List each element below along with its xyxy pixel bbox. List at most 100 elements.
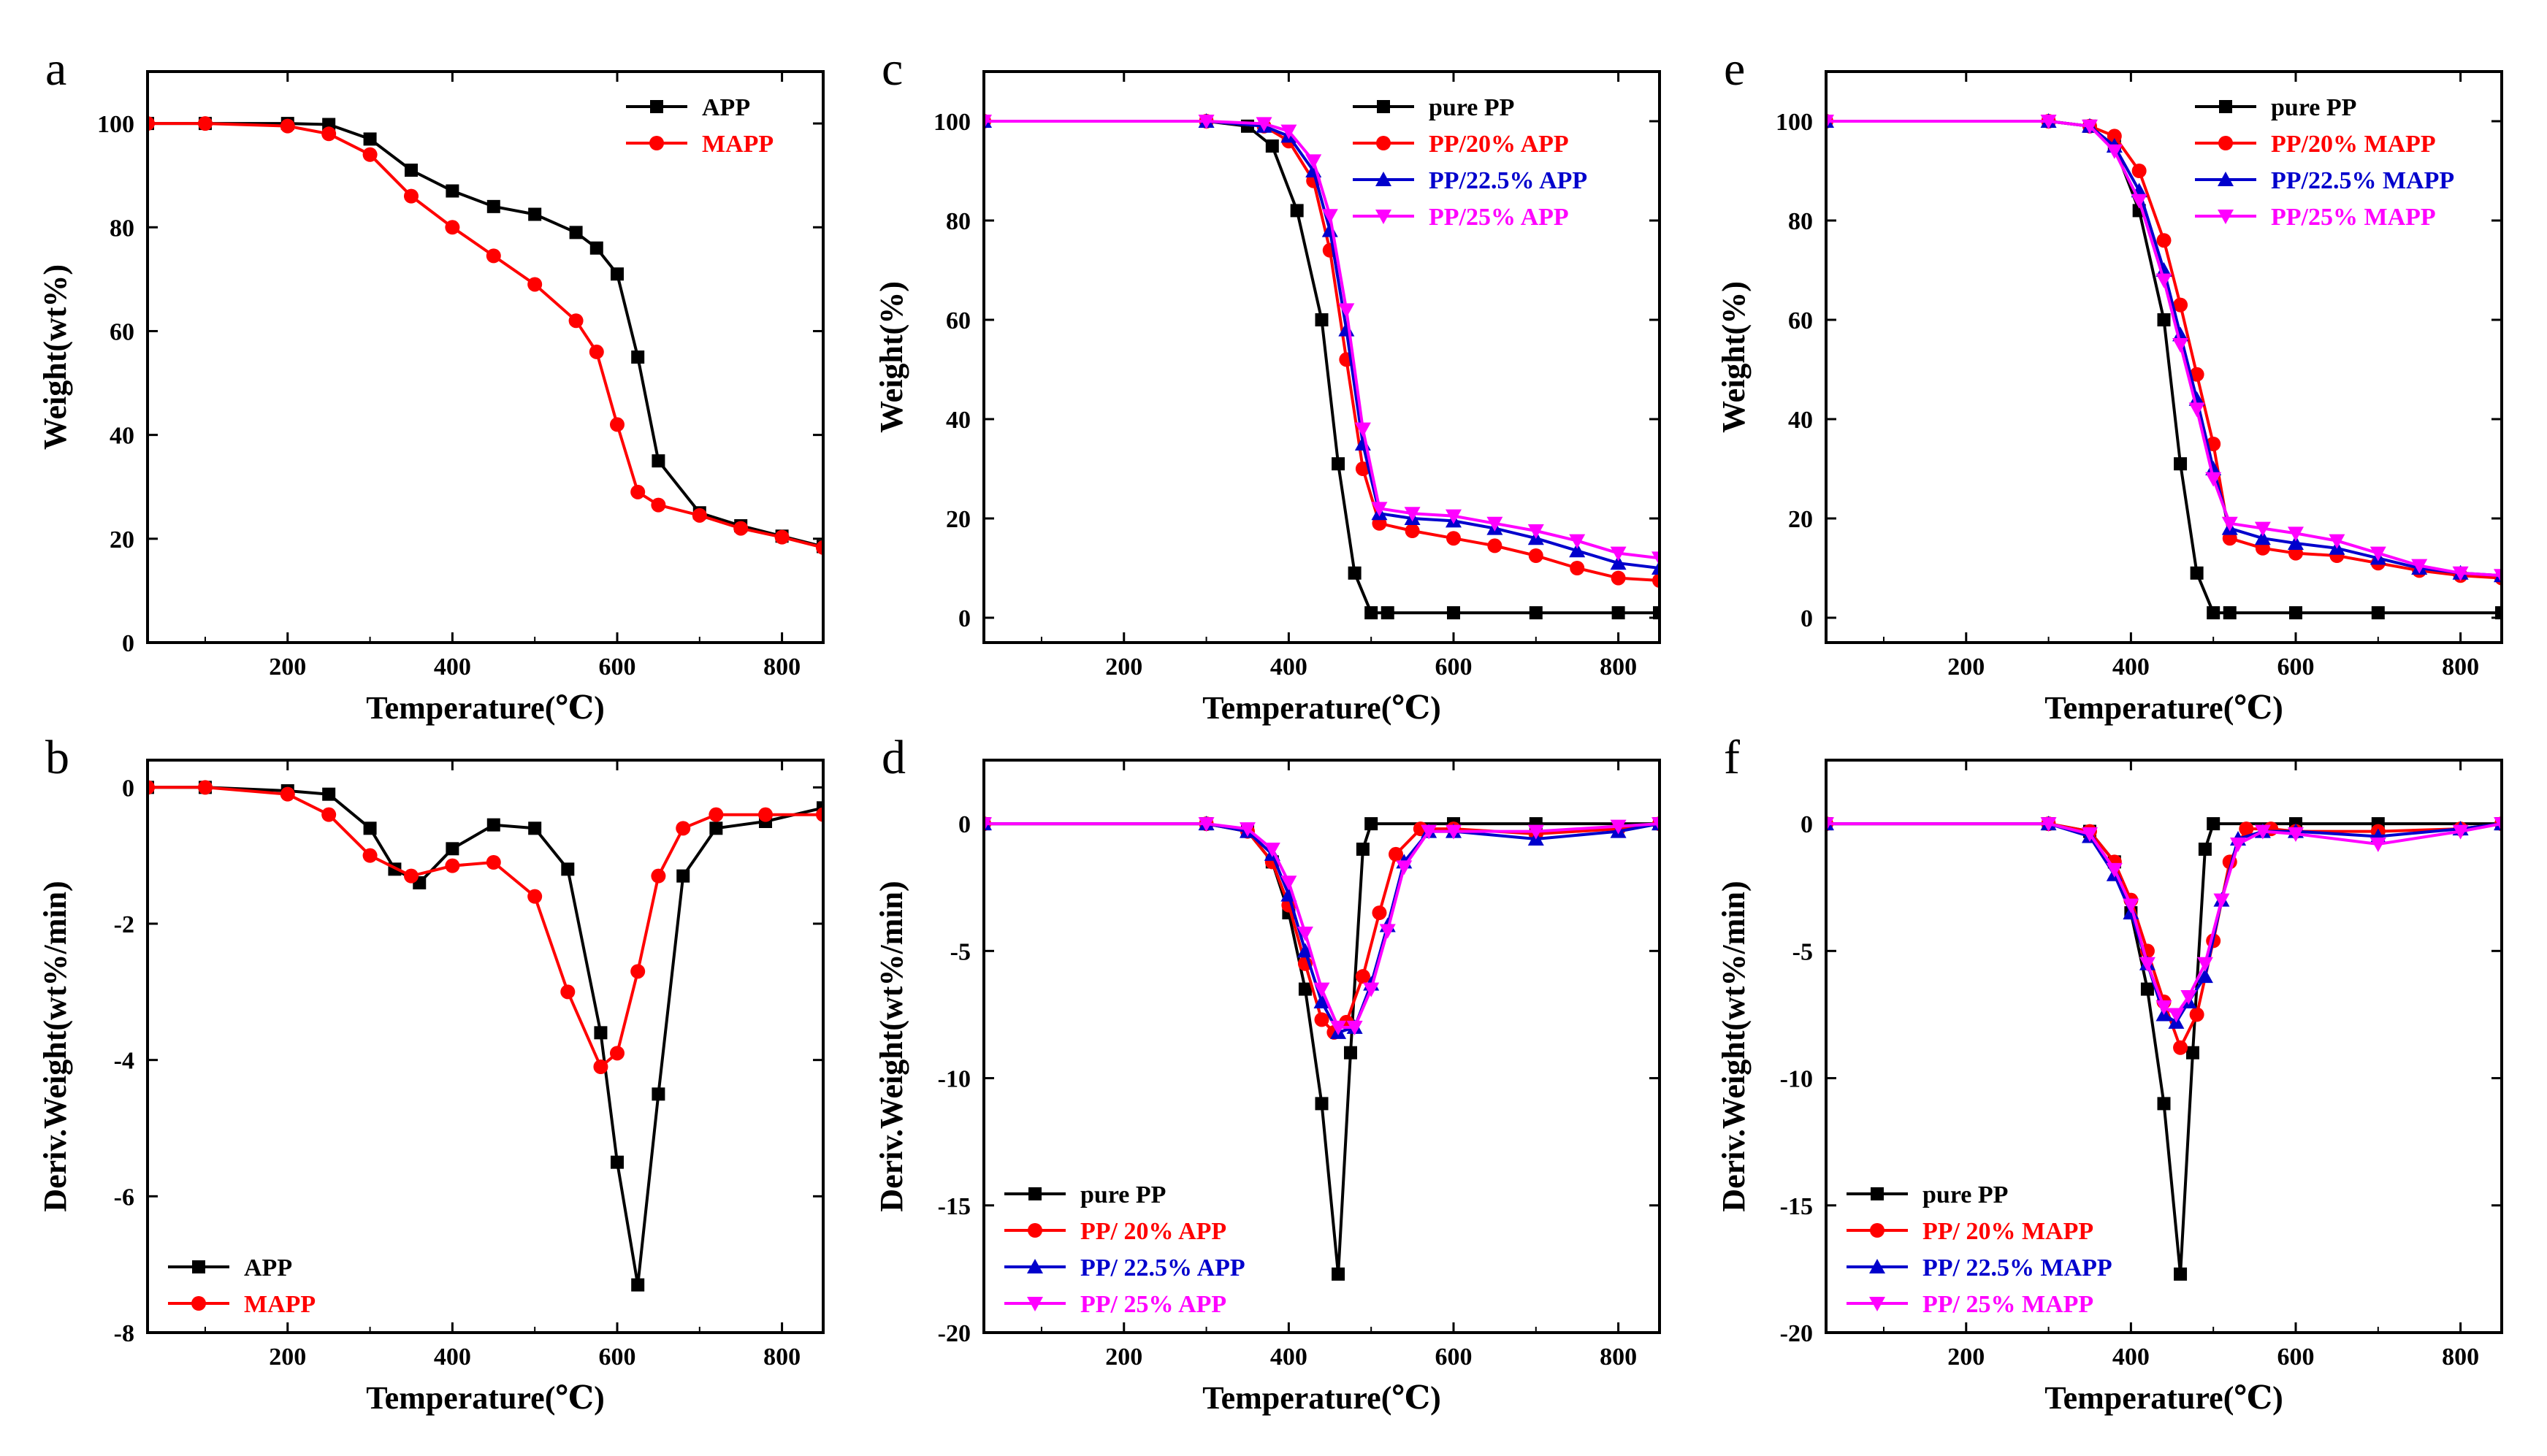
x-tick-label: 600	[598, 654, 635, 681]
data-point	[2254, 530, 2271, 545]
data-point	[692, 507, 707, 523]
y-tick-label: -6	[114, 1184, 134, 1211]
legend-marker	[650, 100, 663, 113]
data-point	[1379, 924, 1396, 939]
x-tick-label: 600	[1435, 654, 1472, 681]
data-point	[589, 241, 603, 255]
data-point	[486, 248, 501, 264]
plot-frame	[982, 759, 1661, 1334]
y-tick-label: 20	[1788, 506, 1813, 533]
data-point	[1611, 606, 1625, 620]
data-point	[1610, 546, 1627, 562]
x-tick-label: 400	[1270, 1344, 1307, 1371]
legend-marker	[1376, 136, 1391, 150]
series-layer	[148, 780, 823, 1292]
data-point	[2196, 968, 2213, 984]
legend-marker	[191, 1296, 206, 1311]
data-point	[1313, 994, 1330, 1009]
data-point	[2106, 862, 2123, 878]
data-point	[2196, 957, 2213, 972]
data-point	[1529, 606, 1543, 620]
panel-letter: f	[1724, 731, 1740, 784]
y-tick-label: 0	[1801, 605, 1813, 632]
panel-letter: d	[882, 731, 906, 784]
data-point	[1356, 842, 1370, 856]
data-point	[486, 199, 500, 213]
data-point	[2081, 827, 2098, 843]
x-tick-label: 400	[434, 654, 471, 681]
y-tick-label: 0	[122, 775, 134, 802]
data-point	[2213, 893, 2230, 908]
y-tick-label: 0	[122, 630, 134, 657]
chart-panel-a: a 200 400 600 800 0 20 40 60 80 100 Temperature(℃) W…	[37, 42, 825, 726]
y-tick-label: -15	[1780, 1193, 1813, 1220]
legend: APP MAPP	[626, 94, 774, 158]
data-point	[1569, 534, 1586, 549]
data-point	[2131, 194, 2147, 209]
data-point	[2157, 1097, 2171, 1111]
x-tick-label: 600	[2277, 654, 2314, 681]
data-point	[527, 277, 543, 292]
chart-panel-b: b 200 400 600 800 -8 -6 -4 -2 0 Temperature(℃) Deri…	[37, 731, 825, 1416]
data-point	[1611, 570, 1626, 586]
y-tick-label: 0	[958, 811, 971, 838]
panel-letter: c	[882, 42, 903, 96]
data-point	[2107, 129, 2122, 144]
data-point	[2223, 606, 2237, 620]
y-tick-label: 100	[933, 109, 971, 136]
x-axis-title: Temperature(℃)	[2044, 690, 2283, 726]
y-tick-label: 80	[946, 208, 971, 235]
legend-marker	[1375, 172, 1391, 186]
x-tick-label: 600	[598, 1344, 635, 1371]
y-axis-title: Weight(wt%)	[37, 264, 73, 450]
data-point	[1280, 875, 1297, 891]
y-axis-title: Weight(%)	[1716, 281, 1752, 433]
legend-label: MAPP	[702, 131, 774, 158]
x-tick-label: 600	[2277, 1344, 2314, 1371]
data-point	[817, 801, 823, 815]
data-point	[569, 226, 583, 240]
data-point	[2494, 817, 2502, 832]
x-tick-label: 400	[1270, 654, 1307, 681]
series-layer	[984, 816, 1660, 1281]
data-point	[2040, 115, 2057, 129]
y-tick-label: -20	[938, 1320, 971, 1347]
y-tick-label: -10	[938, 1066, 971, 1093]
legend-label: pure PP	[1922, 1181, 2008, 1208]
data-point	[486, 818, 500, 832]
data-point	[2230, 837, 2247, 852]
y-tick-label: -5	[950, 938, 971, 965]
legend-label: pure PP	[2271, 94, 2356, 121]
data-point	[2287, 827, 2304, 843]
data-point	[593, 1060, 608, 1074]
x-tick-label: 400	[2112, 1344, 2150, 1371]
data-point	[1332, 1267, 1345, 1281]
legend-label: PP/ 20% MAPP	[1922, 1218, 2093, 1245]
data-point	[652, 1087, 665, 1101]
data-point	[709, 821, 723, 835]
series-layer	[984, 113, 1660, 620]
data-point	[1363, 982, 1380, 997]
legend-label: pure PP	[1429, 94, 1514, 121]
data-point	[2371, 606, 2385, 620]
legend: pure PP PP/ 20% MAPP PP/ 22.5% MAPP PP/ 25%…	[1847, 1181, 2112, 1318]
data-point	[631, 1278, 645, 1292]
data-point	[2207, 606, 2220, 620]
data-point	[1364, 817, 1378, 831]
data-point	[321, 126, 337, 142]
legend-marker	[1027, 1297, 1043, 1311]
data-point	[1652, 573, 1660, 588]
data-point	[2205, 472, 2222, 487]
y-tick-label: 80	[110, 215, 134, 242]
data-point	[1264, 842, 1280, 857]
legend-marker	[1028, 1223, 1042, 1238]
data-point	[2411, 559, 2428, 574]
x-tick-label: 200	[269, 1344, 306, 1371]
data-point	[1421, 824, 1437, 840]
data-point	[445, 220, 460, 235]
data-point	[1651, 551, 1660, 567]
legend-label: PP/ 25% APP	[1080, 1291, 1226, 1318]
legend-marker	[2218, 210, 2234, 224]
data-point	[2207, 817, 2220, 831]
